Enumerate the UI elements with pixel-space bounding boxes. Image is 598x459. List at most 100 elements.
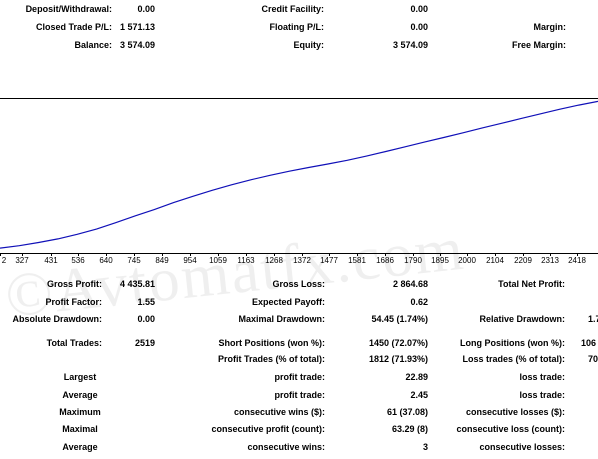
- maximal-consec-profit-label: consecutive profit (count):: [211, 424, 325, 434]
- deposit-withdrawal-label: Deposit/Withdrawal:: [25, 4, 112, 14]
- credit-facility-label: Credit Facility:: [261, 4, 324, 14]
- x-tick: [385, 253, 386, 256]
- maximal-drawdown-value: 54.45 (1.74%): [371, 314, 428, 324]
- absolute-drawdown-label: Absolute Drawdown:: [12, 314, 103, 324]
- average-label: Average: [62, 390, 98, 400]
- balance-line: [0, 100, 598, 249]
- x-tick: [190, 253, 191, 256]
- largest-profit-trade-value: 22.89: [405, 372, 428, 382]
- total-trades-label: Total Trades:: [46, 338, 102, 348]
- short-positions-label: Short Positions (won %):: [218, 338, 326, 348]
- maximal-drawdown-label: Maximal Drawdown:: [238, 314, 325, 324]
- x-tick-label: 1477: [320, 256, 338, 265]
- expected-payoff-value: 0.62: [410, 297, 428, 307]
- free-margin-label: Free Margin:: [511, 40, 566, 50]
- equity-value: 3 574.09: [392, 40, 428, 50]
- max-consec-wins-value: 61 (37.08): [386, 407, 428, 417]
- total-net-profit-label: Total Net Profit:: [498, 279, 565, 289]
- floating-pl-value: 0.00: [410, 22, 428, 32]
- x-tick-label: 327: [15, 256, 29, 265]
- profit-factor-value: 1.55: [137, 297, 155, 307]
- relative-drawdown-value: 1.7: [588, 314, 598, 324]
- largest-profit-trade-label: profit trade:: [274, 372, 326, 382]
- balance-value: 3 574.09: [119, 40, 155, 50]
- x-tick: [106, 253, 107, 256]
- x-tick-label: 745: [127, 256, 141, 265]
- x-tick: [274, 253, 275, 256]
- x-tick: [550, 253, 551, 256]
- profit-trades-value: 1812 (71.93%): [368, 354, 428, 364]
- x-tick-label: 2104: [486, 256, 504, 265]
- x-tick: [22, 253, 23, 256]
- long-positions-label: Long Positions (won %):: [460, 338, 565, 348]
- x-tick-label: 1895: [431, 256, 449, 265]
- x-tick-label: 1268: [265, 256, 283, 265]
- avg-consec-wins-value: 3: [422, 442, 428, 452]
- x-tick: [78, 253, 79, 256]
- x-axis: [0, 253, 598, 254]
- x-tick-label: 536: [71, 256, 85, 265]
- average-loss-trade-label: loss trade:: [519, 390, 565, 400]
- x-tick: [302, 253, 303, 256]
- x-tick-label: 849: [155, 256, 169, 265]
- x-tick: [357, 253, 358, 256]
- largest-label: Largest: [63, 372, 97, 382]
- x-tick-label: 2209: [514, 256, 532, 265]
- maximal-consec-profit-value: 63.29 (8): [391, 424, 428, 434]
- x-tick: [218, 253, 219, 256]
- maximum-label: Maximum: [59, 407, 101, 417]
- max-consec-losses-label: consecutive losses ($):: [465, 407, 565, 417]
- x-tick: [329, 253, 330, 256]
- largest-loss-trade-label: loss trade:: [519, 372, 565, 382]
- x-tick-label: 2418: [568, 256, 586, 265]
- x-tick: [246, 253, 247, 256]
- short-positions-value: 1450 (72.07%): [368, 338, 428, 348]
- loss-trades-label: Loss trades (% of total):: [462, 354, 565, 364]
- floating-pl-label: Floating P/L:: [269, 22, 325, 32]
- long-positions-value: 106: [581, 338, 597, 348]
- deposit-withdrawal-value: 0.00: [137, 4, 155, 14]
- average-consec-label: Average: [62, 442, 98, 452]
- x-tick: [523, 253, 524, 256]
- average-profit-trade-value: 2.45: [410, 390, 428, 400]
- x-tick: [467, 253, 468, 256]
- balance-label: Balance:: [74, 40, 112, 50]
- gross-profit-label: Gross Profit:: [46, 279, 102, 289]
- x-tick-label: 431: [44, 256, 58, 265]
- balance-chart: [0, 99, 598, 253]
- x-tick-label: 2313: [541, 256, 559, 265]
- gross-profit-value: 4 435.81: [119, 279, 155, 289]
- x-tick-label: 1163: [237, 256, 255, 265]
- x-tick: [51, 253, 52, 256]
- balance-chart-svg: [0, 100, 598, 249]
- avg-consec-losses-label: consecutive losses:: [479, 442, 565, 452]
- x-tick: [413, 253, 414, 256]
- total-trades-value: 2519: [134, 338, 155, 348]
- maximal-consec-loss-label: consecutive loss (count):: [456, 424, 565, 434]
- profit-factor-label: Profit Factor:: [45, 297, 102, 307]
- gross-loss-value: 2 864.68: [392, 279, 428, 289]
- margin-label: Margin:: [533, 22, 567, 32]
- avg-consec-wins-label: consecutive wins:: [247, 442, 325, 452]
- maximal-label: Maximal: [62, 424, 98, 434]
- x-tick: [0, 253, 1, 256]
- x-tick: [440, 253, 441, 256]
- x-tick: [495, 253, 496, 256]
- x-tick-label: 1581: [348, 256, 366, 265]
- x-tick: [162, 253, 163, 256]
- x-tick-label: 1372: [293, 256, 311, 265]
- gross-loss-label: Gross Loss:: [272, 279, 325, 289]
- x-tick: [134, 253, 135, 256]
- max-consec-wins-label: consecutive wins ($):: [233, 407, 325, 417]
- x-tick-label: 640: [99, 256, 113, 265]
- loss-trades-value: 70: [588, 354, 598, 364]
- x-tick-label: 1790: [404, 256, 422, 265]
- x-tick: [577, 253, 578, 256]
- top-separator: [0, 98, 598, 99]
- x-tick-label: 1686: [376, 256, 394, 265]
- relative-drawdown-label: Relative Drawdown:: [479, 314, 565, 324]
- average-profit-trade-label: profit trade:: [274, 390, 326, 400]
- x-tick-label: 2: [1, 256, 7, 265]
- absolute-drawdown-value: 0.00: [137, 314, 155, 324]
- closed-trade-pl-label: Closed Trade P/L:: [35, 22, 112, 32]
